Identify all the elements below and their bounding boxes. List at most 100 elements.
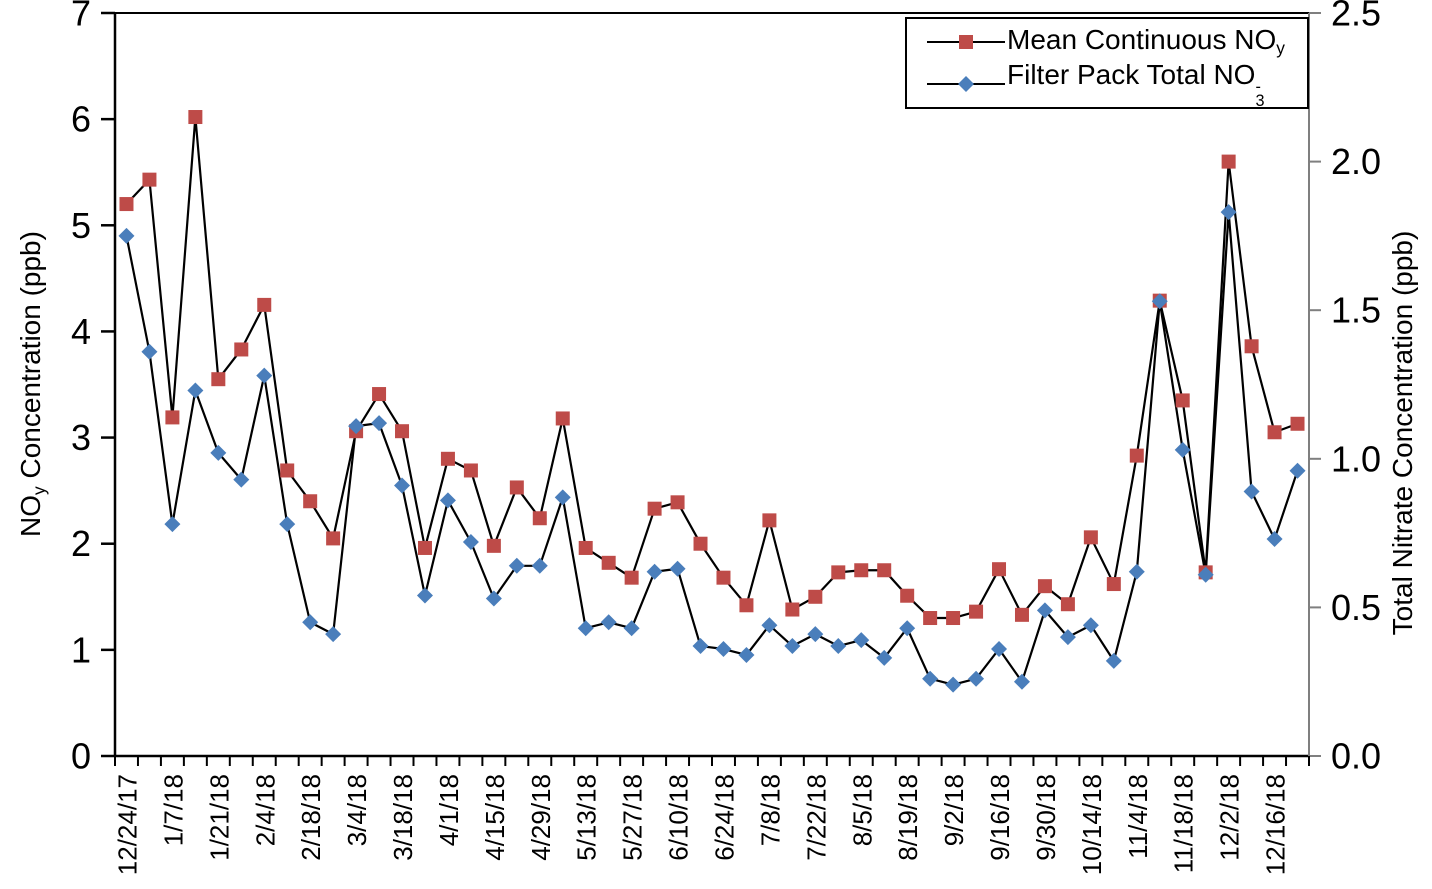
y-axis-title-left-text: NO	[15, 494, 46, 537]
data-point-mean-continuous-noy	[1060, 597, 1075, 612]
x-tick-label: 10/14/18	[1077, 774, 1107, 875]
data-point-mean-continuous-noy	[440, 451, 455, 466]
legend-label-mean-continuous-noy: Mean Continuous NOy	[1007, 24, 1285, 59]
data-point-mean-continuous-noy	[969, 604, 984, 619]
y-left-tick-label: 0	[71, 736, 91, 777]
legend-label-superscript: -	[1255, 78, 1261, 97]
data-point-mean-continuous-noy	[280, 463, 295, 478]
data-point-filter-pack-total-no3	[968, 670, 985, 687]
data-point-filter-pack-total-no3	[416, 587, 433, 604]
x-tick-label: 11/18/18	[1169, 774, 1199, 873]
data-point-mean-continuous-noy	[877, 563, 892, 578]
data-point-mean-continuous-noy	[1106, 577, 1121, 592]
legend-marker-diamond-icon	[927, 76, 1005, 92]
x-tick-label: 1/21/18	[204, 774, 234, 861]
x-tick-label: 9/2/18	[939, 774, 969, 846]
data-point-mean-continuous-noy	[1014, 607, 1029, 622]
legend-label-filter-pack-total-no3: Filter Pack Total NO -3	[1007, 59, 1264, 109]
data-point-filter-pack-total-no3	[187, 382, 204, 399]
y-left-tick-label: 6	[71, 99, 91, 140]
data-point-mean-continuous-noy	[578, 540, 593, 555]
data-point-mean-continuous-noy	[992, 562, 1007, 577]
data-point-mean-continuous-noy	[1221, 154, 1236, 169]
x-tick-label: 1/7/18	[158, 774, 188, 846]
data-point-filter-pack-total-no3	[1266, 531, 1283, 548]
data-point-mean-continuous-noy	[1037, 579, 1052, 594]
y-axis-title-left-text2: Concentration (ppb)	[15, 231, 46, 487]
data-point-filter-pack-total-no3	[738, 646, 755, 663]
data-point-filter-pack-total-no3	[1174, 441, 1191, 458]
data-point-filter-pack-total-no3	[371, 415, 388, 432]
y-right-tick-label: 1.0	[1331, 438, 1381, 479]
y-left-tick-label: 1	[71, 629, 91, 670]
x-tick-label: 4/1/18	[434, 774, 464, 846]
legend-marker-square-icon	[927, 35, 1005, 49]
data-point-filter-pack-total-no3	[922, 670, 939, 687]
data-point-mean-continuous-noy	[372, 387, 387, 402]
data-point-filter-pack-total-no3	[945, 676, 962, 693]
data-point-mean-continuous-noy	[257, 297, 272, 312]
data-point-mean-continuous-noy	[303, 494, 318, 509]
data-point-filter-pack-total-no3	[279, 516, 296, 533]
x-tick-label: 3/4/18	[342, 774, 372, 846]
data-point-mean-continuous-noy	[808, 589, 823, 604]
data-point-filter-pack-total-no3	[462, 534, 479, 551]
legend-label-no3-stack: -3	[1255, 78, 1265, 111]
data-point-filter-pack-total-no3	[876, 649, 893, 666]
data-point-filter-pack-total-no3	[508, 557, 525, 574]
data-point-mean-continuous-noy	[1129, 448, 1144, 463]
data-point-filter-pack-total-no3	[233, 471, 250, 488]
data-point-filter-pack-total-no3	[899, 620, 916, 637]
data-point-filter-pack-total-no3	[577, 620, 594, 637]
y-left-tick-label: 4	[71, 311, 91, 352]
y-left-tick-label: 5	[71, 205, 91, 246]
x-tick-label: 9/16/18	[985, 774, 1015, 861]
data-point-mean-continuous-noy	[119, 197, 134, 212]
data-point-mean-continuous-noy	[716, 570, 731, 585]
data-point-mean-continuous-noy	[831, 565, 846, 580]
data-point-mean-continuous-noy	[1083, 530, 1098, 545]
data-point-mean-continuous-noy	[395, 424, 410, 439]
x-tick-label: 12/24/17	[112, 774, 142, 875]
data-point-mean-continuous-noy	[670, 495, 685, 510]
data-point-filter-pack-total-no3	[1289, 462, 1306, 479]
y-right-tick-label: 1.5	[1331, 290, 1381, 331]
data-point-filter-pack-total-no3	[646, 563, 663, 580]
series-line-mean-continuous-noy	[125, 115, 1298, 620]
x-tick-label: 5/27/18	[618, 774, 648, 861]
data-point-mean-continuous-noy	[326, 531, 341, 546]
legend-label-subscript: y	[1276, 38, 1285, 59]
legend-label-text: Mean Continuous NO	[1007, 24, 1277, 56]
data-point-filter-pack-total-no3	[1059, 629, 1076, 646]
data-point-mean-continuous-noy	[762, 513, 777, 528]
data-point-mean-continuous-noy	[142, 172, 157, 187]
legend-item-mean-continuous-noy: Mean Continuous NOy	[927, 23, 1307, 61]
x-tick-label: 12/2/18	[1215, 774, 1245, 861]
data-point-mean-continuous-noy	[854, 563, 869, 578]
legend-label-subscript: 3	[1255, 92, 1265, 111]
data-point-mean-continuous-noy	[601, 555, 616, 570]
data-point-filter-pack-total-no3	[1151, 293, 1168, 310]
data-point-mean-continuous-noy	[417, 540, 432, 555]
data-point-mean-continuous-noy	[188, 110, 203, 125]
y-right-tick-label: 0.5	[1331, 587, 1381, 628]
data-point-filter-pack-total-no3	[302, 614, 319, 631]
x-tick-label: 6/24/18	[709, 774, 739, 861]
x-tick-label: 4/29/18	[526, 774, 556, 861]
series-line-filter-pack-total-no3	[125, 211, 1299, 686]
data-point-filter-pack-total-no3	[1036, 602, 1053, 619]
y-right-tick-label: 0.0	[1331, 736, 1381, 777]
data-point-mean-continuous-noy	[1175, 393, 1190, 408]
data-point-mean-continuous-noy	[211, 372, 226, 387]
data-point-mean-continuous-noy	[946, 611, 961, 626]
data-point-mean-continuous-noy	[555, 411, 570, 426]
data-point-filter-pack-total-no3	[1243, 483, 1260, 500]
data-point-mean-continuous-noy	[923, 611, 938, 626]
data-point-filter-pack-total-no3	[141, 343, 158, 360]
legend-item-filter-pack-total-no3: Filter Pack Total NO -3	[927, 59, 1307, 109]
data-point-mean-continuous-noy	[165, 410, 180, 425]
data-point-mean-continuous-noy	[785, 602, 800, 617]
data-point-filter-pack-total-no3	[554, 489, 571, 506]
